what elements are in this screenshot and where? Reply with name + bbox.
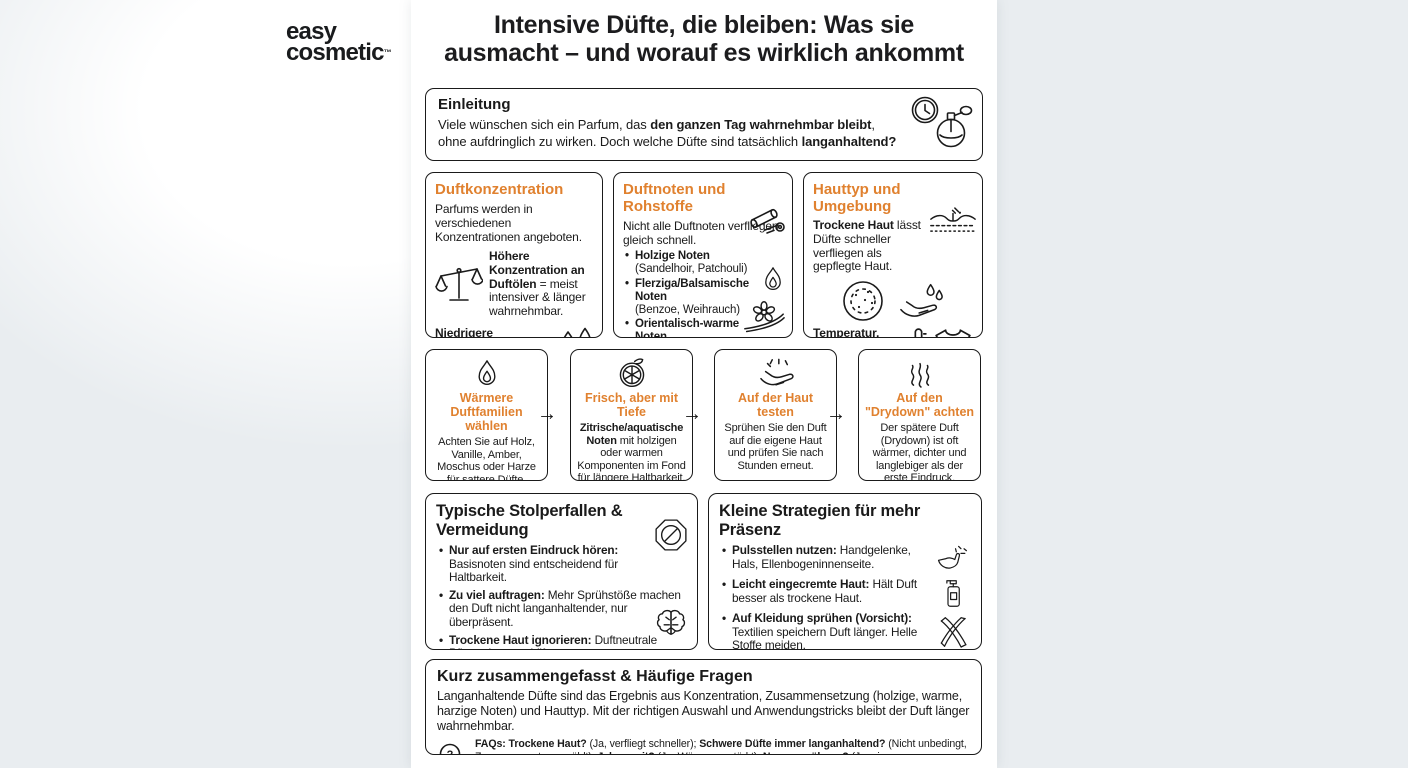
svg-text:?: ? [447, 749, 454, 755]
wrist-spray-icon [937, 544, 971, 572]
duftnoten-list: Holzige Noten(Sandelhoir, Patchouli) Fle… [623, 250, 783, 338]
section-hauttyp: Hauttyp und Umgebung Trockene Haut lässt… [803, 172, 983, 338]
note-detail: (Sandelhoir, Patchouli) [635, 263, 748, 275]
hand-drops-icon [899, 281, 945, 321]
strategy-text: Pulsstellen nutzen: Handgelenke, Hals, E… [719, 544, 931, 571]
note-detail: (Benzoe, Weihrauch) [635, 303, 740, 316]
scarf-icon [937, 616, 971, 649]
scale-icon [435, 260, 483, 308]
niedrigere-konzentration-text: Niedrigere Konzentration = leichter, flü… [435, 326, 493, 338]
list-item: Nur auf ersten Eindruck hören: Basisnote… [436, 543, 687, 585]
list-item: Flerziga/Balsamische Noten(Benzoe, Weihr… [623, 278, 783, 317]
strategien-heading: Kleine Strategien für mehr Präsenz [719, 502, 921, 539]
note-name: Flerziga/Balsamische Noten [635, 277, 749, 303]
einleitung-line-2: ohne aufdringlich zu wirken. Doch welche… [438, 133, 897, 149]
vanilla-flower-icon [743, 299, 785, 333]
note-name: Holzige Noten [635, 250, 710, 262]
einleitung-heading: Einleitung [438, 96, 511, 113]
duftnoten-intro: Nicht alle Duftnoten verfliegen gleich s… [623, 219, 779, 247]
zusammenfassung-text: Langanhaltende Düfte sind das Ergebnis a… [437, 689, 970, 733]
step-body: Sprühen Sie den Duft auf die eigene Haut… [724, 422, 827, 472]
skin-icon [929, 205, 977, 237]
step-drydown-achten: Auf den "Drydown" achten Der spätere Duf… [858, 349, 981, 481]
clock-perfume-icon [910, 94, 974, 150]
step-title: Auf der Haut testen [738, 391, 813, 419]
einleitung-text: Viele wünschen sich ein Parfum, das den … [438, 117, 908, 150]
section-duftkonzentration: Duftkonzentration Parfums werden in vers… [425, 172, 603, 338]
hohere-konzentration-text: Höhere Konzentration an Duftölen = meist… [489, 249, 586, 319]
logo-word-2: cosmetic [286, 39, 384, 66]
stolperfallen-list: Nur auf ersten Eindruck hören: Basisnote… [436, 543, 687, 649]
einleitung-line-1: Viele wünschen sich ein Parfum, das den … [438, 117, 875, 132]
list-item: Trockene Haut ignorieren: Duftneutrale P… [436, 633, 687, 649]
hauttyp-text-2: Temperatur, Luftfeuchtigkeit und Kleidun… [813, 326, 880, 338]
step-waermere-duftfamilien: Wärmere Duftfamilien wählen Achten Sie a… [425, 349, 548, 481]
strategy-row: Pulsstellen nutzen: Handgelenke, Hals, E… [719, 544, 971, 572]
duftkonzentration-heading: Duftkonzentration [435, 181, 564, 198]
note-name: Orientalisch-warme Noten [635, 318, 740, 338]
page-title: Intensive Düfte, die bleiben: Was sie au… [411, 11, 997, 67]
scent-waves-icon [864, 357, 975, 389]
cream-icon [841, 279, 885, 323]
section-zusammenfassung: Kurz zusammengefasst & Häufige Fragen La… [425, 659, 982, 755]
step-title: Frisch, aber mit Tiefe [584, 391, 679, 419]
step-auf-der-haut-testen: Auf der Haut testen Sprühen Sie den Duft… [714, 349, 837, 481]
drops-percent-icon: % [555, 325, 593, 337]
section-einleitung: Einleitung Viele wünschen sich ein Parfu… [425, 88, 983, 161]
duftnoten-heading: Duftnoten und Rohstoffe [623, 181, 726, 215]
title-line-1: Intensive Düfte, die bleiben: Was sie [493, 11, 915, 39]
logo-trademark: ™ [383, 48, 392, 57]
strategy-row: Leicht eingecremte Haut: Hält Duft besse… [719, 576, 971, 608]
step-title: Wärmere Duftfamilien wählen [450, 391, 523, 433]
step-body: Der spätere Duft (Drydown) ist oft wärme… [872, 422, 967, 481]
thermometer-icon [910, 327, 927, 337]
niedrigere-konzentration-row: Niedrigere Konzentration = leichter, flü… [435, 325, 593, 338]
step-frisch-mit-tiefe: Frisch, aber mit Tiefe Zitrische/aquatis… [570, 349, 693, 481]
zusammenfassung-heading: Kurz zusammengefasst & Häufige Fragen [437, 668, 753, 685]
faq-text: FAQs: Trockene Haut? (Ja, verfliegt schn… [475, 738, 967, 754]
list-item: Orientalisch-warme Noten(Vanille, Amber) [623, 318, 783, 338]
brain-icon [654, 608, 688, 640]
flame-icon [761, 265, 785, 293]
list-item: Zu viel auftragen: Mehr Sprühstöße mache… [436, 588, 687, 630]
title-line-2: ausmacht – und worauf es wirklich ankomm… [444, 39, 964, 67]
hauttyp-text-1: Trockene Haut lässt Düfte schneller verf… [813, 218, 921, 274]
section-duftnoten: Duftnoten und Rohstoffe Nicht alle Duftn… [613, 172, 793, 338]
spray-hand-icon [720, 357, 831, 389]
hauttyp-bottom-row: Temperatur, Luftfeuchtigkeit und Kleidun… [813, 326, 973, 338]
prohibited-icon [654, 518, 688, 552]
duftkonzentration-intro: Parfums werden in verschiedenen Konzentr… [435, 202, 582, 244]
list-item: Holzige Noten(Sandelhoir, Patchouli) [623, 250, 783, 276]
flame-icon [431, 357, 542, 389]
strategy-row: Auf Kleidung sprühen (Vorsicht): Textili… [719, 611, 971, 649]
citrus-icon [576, 357, 687, 389]
step-title: Auf den "Drydown" achten [864, 391, 975, 419]
lotion-bottle-icon [937, 576, 971, 608]
arrow-icon: → [537, 403, 557, 425]
wood-logs-icon [745, 206, 785, 236]
logo-word-1: easy [286, 18, 337, 45]
strategy-text: Auf Kleidung sprühen (Vorsicht): Textili… [719, 611, 931, 649]
hauttyp-icon-row [813, 279, 973, 323]
stolperfallen-heading: Typische Stolperfallen & Vermeidung [436, 502, 623, 539]
section-strategien: Kleine Strategien für mehr Präsenz Pulss… [708, 493, 982, 650]
hauttyp-heading: Hauttyp und Umgebung [813, 181, 901, 215]
faq-row: ? FAQs: Trockene Haut? (Ja, verfliegt sc… [437, 738, 970, 755]
arrow-icon: → [682, 403, 702, 425]
strategy-text: Leicht eingecremte Haut: Hält Duft besse… [719, 578, 931, 605]
tshirt-icon [933, 327, 973, 337]
step-body: Zitrische/aquatische Noten mit holzigen … [577, 422, 686, 481]
section-stolperfallen: Typische Stolperfallen & Vermeidung Nur … [425, 493, 698, 650]
arrow-icon: → [826, 403, 846, 425]
question-bubble-icon: ? [437, 743, 467, 755]
hohere-konzentration-row: Höhere Konzentration an Duftölen = meist… [435, 249, 593, 319]
easycosmetic-logo: easy cosmetic™ [286, 18, 392, 66]
step-body: Achten Sie auf Holz, Vanille, Amber, Mos… [437, 436, 536, 481]
